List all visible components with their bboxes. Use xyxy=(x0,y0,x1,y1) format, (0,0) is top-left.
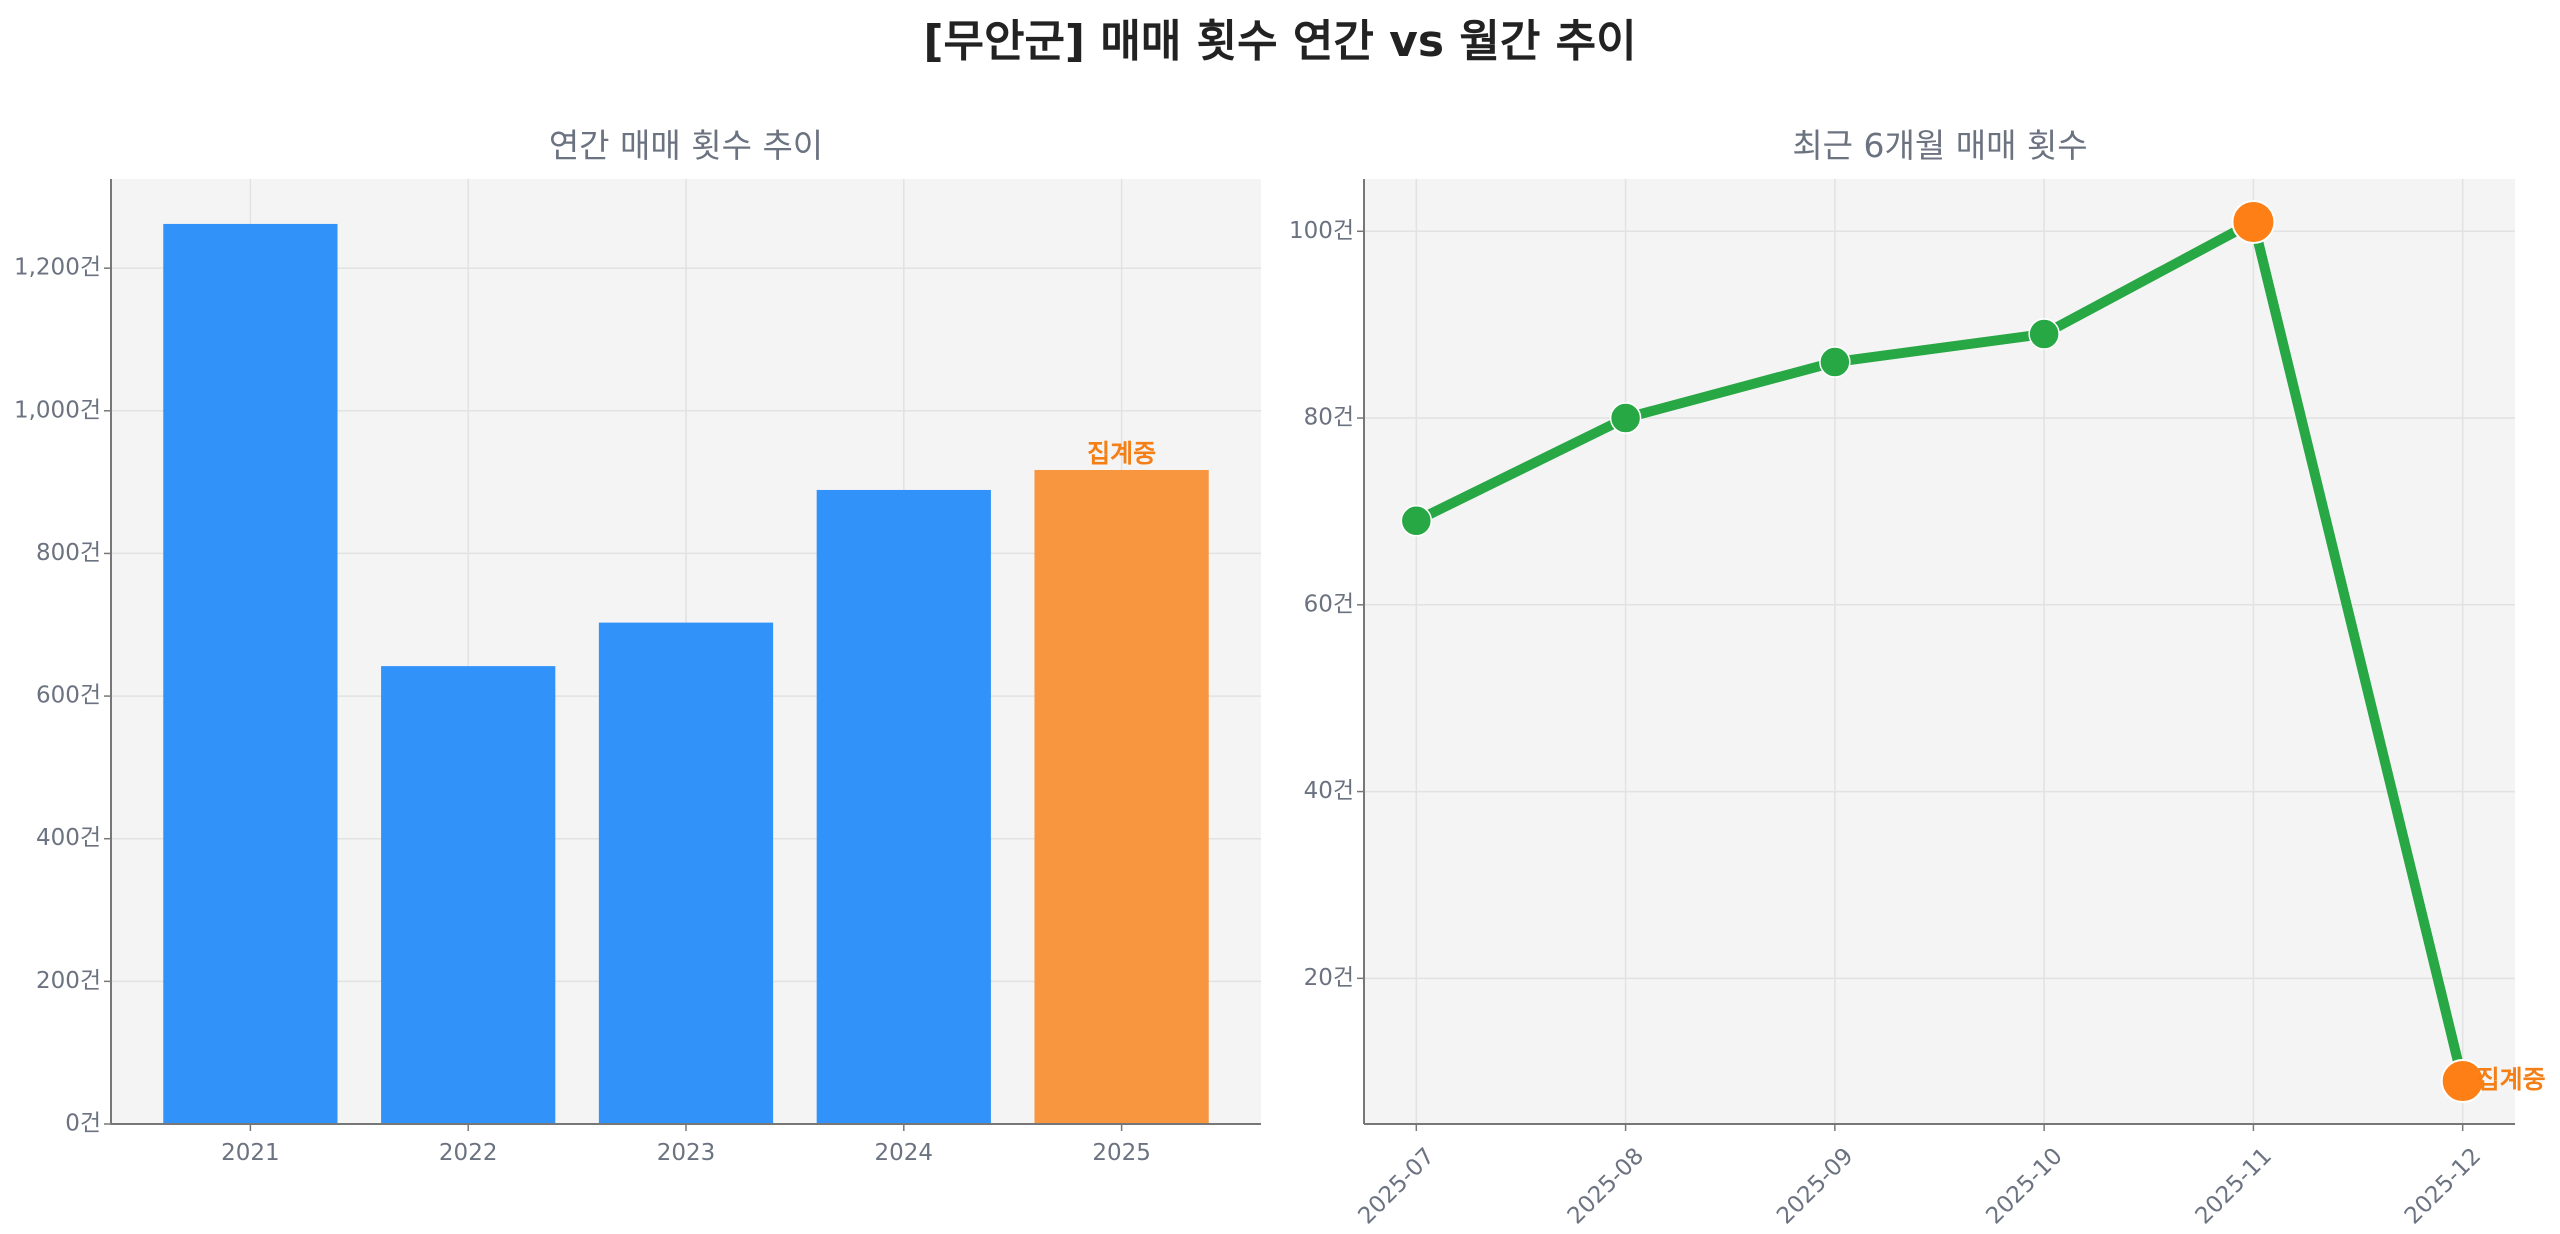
annual-x-tick-label: 2024 xyxy=(875,1140,934,1166)
annual-x-tick-label: 2025 xyxy=(1092,1140,1151,1166)
data-point-2025-08 xyxy=(1609,402,1642,434)
monthly-x-tick-label: 2025-12 xyxy=(2400,1143,2486,1229)
monthly-x-tick-label: 2025-11 xyxy=(2191,1143,2277,1229)
annual-y-tick-label: 400건 xyxy=(36,825,101,851)
annual-bar-chart: 연간 매매 횟수 추이 0건 200건 400건 600건 800건 1,000건 1,20… xyxy=(14,126,1261,1166)
bar-2025 xyxy=(1034,469,1209,1125)
annual-chart-title: 연간 매매 횟수 추이 xyxy=(549,126,823,165)
monthly-plot-area xyxy=(1364,179,2515,1124)
monthly-x-tick-label: 2025-08 xyxy=(1563,1143,1649,1229)
in-progress-label: 집계중 xyxy=(2477,1065,2546,1094)
annual-y-tick-label: 1,000건 xyxy=(14,397,101,423)
monthly-x-tick-label: 2025-07 xyxy=(1354,1143,1440,1229)
monthly-y-tick-label: 40건 xyxy=(1304,778,1354,804)
bar-2021 xyxy=(163,223,338,1124)
monthly-y-tick-label: 100건 xyxy=(1289,218,1354,244)
monthly-y-tick-label: 60건 xyxy=(1304,591,1354,617)
monthly-x-tick-label: 2025-10 xyxy=(1981,1143,2067,1229)
monthly-y-tick-label: 80건 xyxy=(1304,405,1354,431)
figure-title: [무안군] 매매 횟수 연간 vs 월간 추이 xyxy=(923,16,1636,67)
bar-2022 xyxy=(381,666,556,1124)
in-progress-label: 집계중 xyxy=(1087,439,1156,468)
annual-x-tick-label: 2023 xyxy=(657,1140,716,1166)
annual-y-tick-label: 0건 xyxy=(65,1111,101,1137)
annual-y-tick-label: 800건 xyxy=(36,540,101,566)
annual-x-tick-label: 2021 xyxy=(221,1140,280,1166)
data-point-2025-07 xyxy=(1400,505,1433,537)
annual-y-tick-label: 200건 xyxy=(36,968,101,994)
data-point-2025-10 xyxy=(2028,318,2060,350)
data-point-2025-12 xyxy=(2440,1059,2485,1104)
annual-y-tick-label: 1,200건 xyxy=(14,255,101,281)
data-point-2025-11 xyxy=(2231,199,2276,244)
bar-2024 xyxy=(816,489,991,1124)
monthly-y-tick-label: 20건 xyxy=(1304,965,1354,991)
annual-y-tick-label: 600건 xyxy=(36,683,101,709)
monthly-trend-line xyxy=(1414,216,2468,1083)
monthly-line-chart: 최근 6개월 매매 횟수 20건 40건 60건 80건 100건 2025-07 2025… xyxy=(1289,126,2546,1230)
monthly-x-tick-label: 2025-09 xyxy=(1772,1143,1858,1229)
data-point-2025-09 xyxy=(1819,346,1851,378)
monthly-chart-title: 최근 6개월 매매 횟수 xyxy=(1792,126,2087,165)
annual-x-tick-label: 2022 xyxy=(439,1140,498,1166)
bar-2023 xyxy=(598,622,774,1124)
